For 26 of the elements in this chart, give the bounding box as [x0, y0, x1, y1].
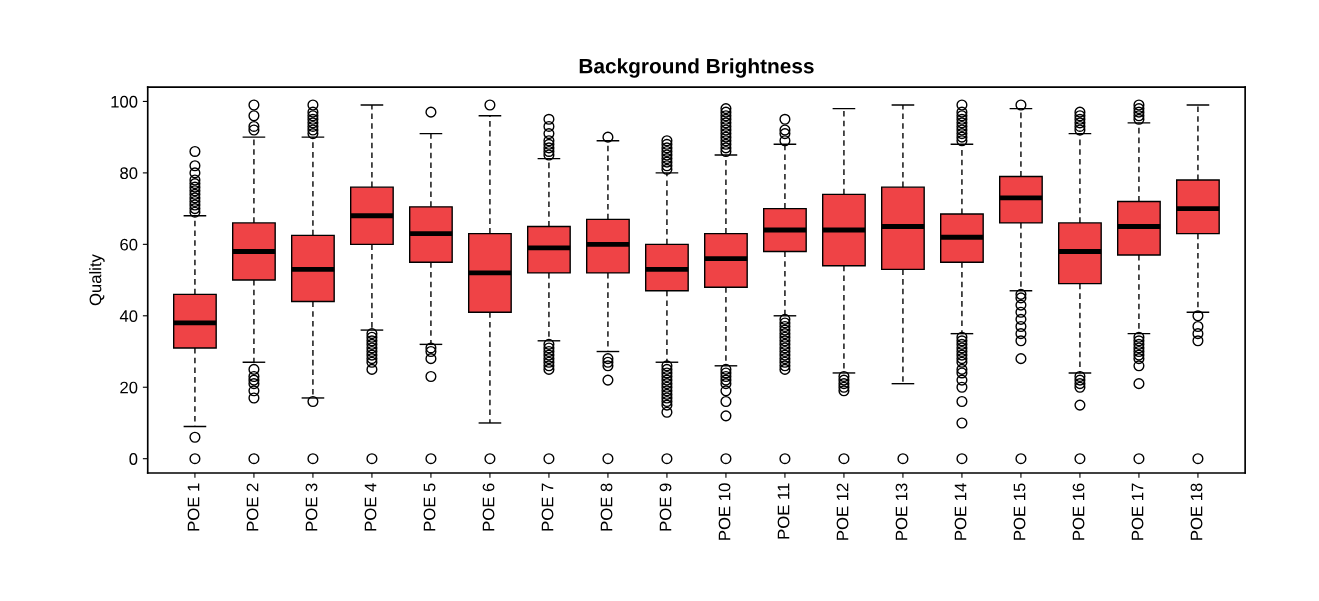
x-tick-label: POE 4	[364, 483, 377, 531]
x-tick-label: POE 16	[1072, 483, 1085, 540]
y-tick-label: 80	[120, 167, 138, 180]
x-tick-label: POE 6	[482, 483, 495, 531]
x-tick-label: POE 15	[1013, 483, 1026, 540]
chart-title: Background Brightness	[579, 58, 814, 78]
y-tick-label: 0	[129, 453, 138, 465]
x-tick-label: POE 17	[1131, 483, 1144, 540]
x-tick-label: POE 18	[1190, 483, 1203, 540]
x-tick-label: POE 5	[423, 483, 436, 531]
y-tick-label: 40	[119, 310, 138, 322]
x-tick-label: POE 9	[659, 483, 672, 531]
x-tick-label: POE 13	[895, 483, 908, 540]
y-tick-label: 20	[120, 381, 138, 394]
x-tick-label: POE 2	[246, 483, 259, 531]
x-tick-label: POE 1	[187, 483, 200, 531]
y-tick-label: 100	[111, 95, 138, 108]
x-tick-label: POE 3	[305, 483, 318, 531]
x-tick-label: POE 12	[836, 483, 849, 540]
x-tick-label: POE 7	[541, 483, 554, 531]
x-tick-label: POE 10	[718, 483, 731, 540]
y-axis-title: Quality	[89, 254, 105, 306]
y-tick-label: 60	[120, 238, 138, 251]
x-tick-label: POE 8	[600, 483, 613, 531]
x-tick-label: POE 14	[954, 483, 967, 540]
x-tick-label: POE 11	[777, 483, 790, 539]
